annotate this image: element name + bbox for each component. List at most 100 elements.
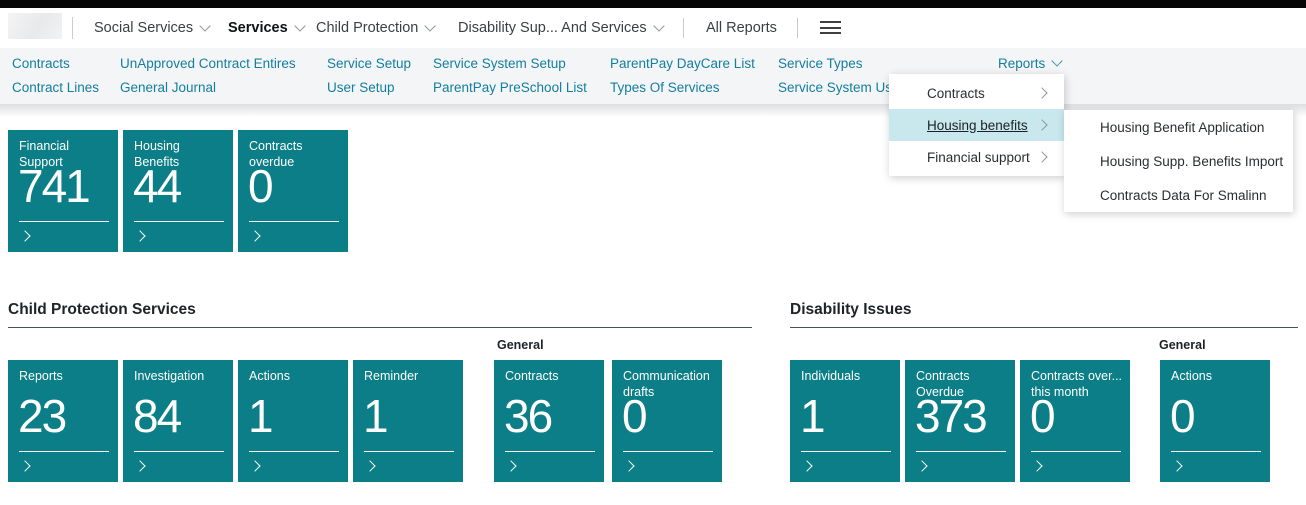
ribbon-link-user-setup[interactable]: User Setup <box>327 80 395 95</box>
tile-title: Reports <box>19 369 63 383</box>
menu-item-label: Housing benefits <box>927 117 1028 133</box>
tile-value: 373 <box>915 390 988 442</box>
tile-actions-disability[interactable]: Actions 0 <box>1160 360 1270 482</box>
tile-value: 84 <box>133 390 182 442</box>
divider <box>249 451 339 452</box>
chevron-right-icon <box>134 460 146 472</box>
divider <box>623 451 713 452</box>
chevron-right-icon <box>801 460 813 472</box>
nav-item-label: All Reports <box>706 20 777 36</box>
tile-financial-support[interactable]: Financial Support 741 <box>8 130 118 252</box>
ribbon-link-service-system-setup[interactable]: Service System Setup <box>433 56 566 71</box>
menu-item-label: Financial support <box>927 149 1030 165</box>
main-navbar: Social Services Services Child Protectio… <box>0 8 1306 48</box>
ribbon-link-contract-lines[interactable]: Contract Lines <box>12 80 100 95</box>
chevron-right-icon <box>505 460 517 472</box>
chevron-right-icon <box>1171 460 1183 472</box>
tile-value: 23 <box>18 390 67 442</box>
tile-title: Contracts <box>505 369 559 383</box>
browser-top-strip <box>0 0 1306 8</box>
menu-item-housing-benefits[interactable]: Housing benefits <box>889 109 1064 141</box>
tile-title: Housing Benefits <box>134 139 180 169</box>
tile-housing-benefits[interactable]: Housing Benefits 44 <box>123 130 233 252</box>
tile-contracts-overdue[interactable]: Contracts overdue 0 <box>238 130 348 252</box>
tile-individuals[interactable]: Individuals 1 <box>790 360 900 482</box>
nav-item-disability-support[interactable]: Disability Sup... And Services <box>458 8 665 48</box>
tile-title: Actions <box>249 369 290 383</box>
menu-item-financial-support[interactable]: Financial support <box>889 141 1064 173</box>
tile-value: 44 <box>133 160 182 212</box>
nav-item-social-services[interactable]: Social Services <box>94 8 211 48</box>
divider <box>916 451 1006 452</box>
chevron-right-icon <box>134 230 146 242</box>
divider <box>19 451 109 452</box>
nav-item-services[interactable]: Services <box>228 8 306 48</box>
ribbon-link-general-journal[interactable]: General Journal <box>120 80 217 95</box>
housing-benefits-submenu: Housing Benefit Application Housing Supp… <box>1064 110 1293 212</box>
nav-item-all-reports[interactable]: All Reports <box>706 8 777 48</box>
divider <box>19 221 109 222</box>
tile-communication-drafts[interactable]: Communication drafts 0 <box>612 360 722 482</box>
tile-value: 1 <box>248 390 274 442</box>
submenu-item-contracts-data-for-smalinn[interactable]: Contracts Data For Smalinn <box>1100 187 1267 203</box>
reports-dropdown-button[interactable]: Reports <box>998 55 1063 71</box>
divider <box>683 18 684 38</box>
company-logo <box>8 13 62 39</box>
section-heading-disability: Disability Issues <box>790 301 912 318</box>
chevron-right-icon <box>623 460 635 472</box>
chevron-down-icon <box>294 19 306 32</box>
section-heading-child-protection: Child Protection Services <box>8 301 196 318</box>
tile-contracts-general[interactable]: Contracts 36 <box>494 360 604 482</box>
tile-value: 0 <box>622 390 648 442</box>
ribbon-link-service-system-users[interactable]: Service System Users <box>778 80 911 95</box>
section-rule <box>8 327 752 328</box>
tile-contracts-overdue-disability[interactable]: Contracts Overdue 373 <box>905 360 1015 482</box>
nav-item-label: Social Services <box>94 20 194 36</box>
tile-investigation[interactable]: Investigation 84 <box>123 360 233 482</box>
ribbon-link-service-types[interactable]: Service Types <box>778 56 863 71</box>
menu-icon[interactable] <box>820 21 841 34</box>
group-label-general: General <box>497 338 544 352</box>
tile-value: 1 <box>363 390 389 442</box>
tile-value: 0 <box>1170 390 1196 442</box>
tile-value: 0 <box>248 160 274 212</box>
tile-value: 741 <box>18 160 91 212</box>
ribbon-link-service-setup[interactable]: Service Setup <box>327 56 412 71</box>
divider <box>134 451 224 452</box>
group-label-general: General <box>1159 338 1206 352</box>
tile-reports[interactable]: Reports 23 <box>8 360 118 482</box>
divider <box>364 451 454 452</box>
submenu-item-housing-supp-benefits-import[interactable]: Housing Supp. Benefits Import <box>1100 153 1284 169</box>
ribbon-link-parentpay-preschool-list[interactable]: ParentPay PreSchool List <box>433 80 587 95</box>
chevron-right-icon <box>1036 87 1048 99</box>
chevron-right-icon <box>916 460 928 472</box>
tile-title: Reminder <box>364 369 419 383</box>
tile-title: Communication drafts <box>623 369 710 399</box>
nav-item-label: Child Protection <box>316 20 419 36</box>
ribbon-link-parentpay-daycare-list[interactable]: ParentPay DayCare List <box>610 56 755 71</box>
tile-value: 1 <box>800 390 826 442</box>
ribbon-link-unapproved-contract-entires[interactable]: UnApproved Contract Entires <box>120 56 296 71</box>
chevron-down-icon <box>424 19 437 32</box>
nav-item-label: Disability Sup... And Services <box>458 20 647 36</box>
nav-item-child-protection[interactable]: Child Protection <box>316 8 437 48</box>
tile-contracts-overdue-this-month[interactable]: Contracts over... this month 0 <box>1020 360 1130 482</box>
divider <box>72 17 73 39</box>
tile-title: Financial Support <box>19 139 70 169</box>
chevron-right-icon <box>249 230 261 242</box>
reports-dropdown-label: Reports <box>998 56 1046 71</box>
tile-actions-child-protection[interactable]: Actions 1 <box>238 360 348 482</box>
ribbon-link-types-of-services[interactable]: Types Of Services <box>610 80 720 95</box>
tile-reminder[interactable]: Reminder 1 <box>353 360 463 482</box>
chevron-right-icon <box>1036 119 1048 131</box>
nav-item-label: Services <box>228 20 288 36</box>
tile-title: Investigation <box>134 369 205 383</box>
divider <box>801 451 891 452</box>
reports-dropdown-menu: Contracts Housing benefits Financial sup… <box>889 74 1064 176</box>
section-rule <box>790 327 1298 328</box>
ribbon-link-contracts[interactable]: Contracts <box>12 56 70 71</box>
menu-item-contracts[interactable]: Contracts <box>889 77 1064 109</box>
submenu-item-housing-benefit-application[interactable]: Housing Benefit Application <box>1100 119 1265 135</box>
divider <box>1171 451 1261 452</box>
